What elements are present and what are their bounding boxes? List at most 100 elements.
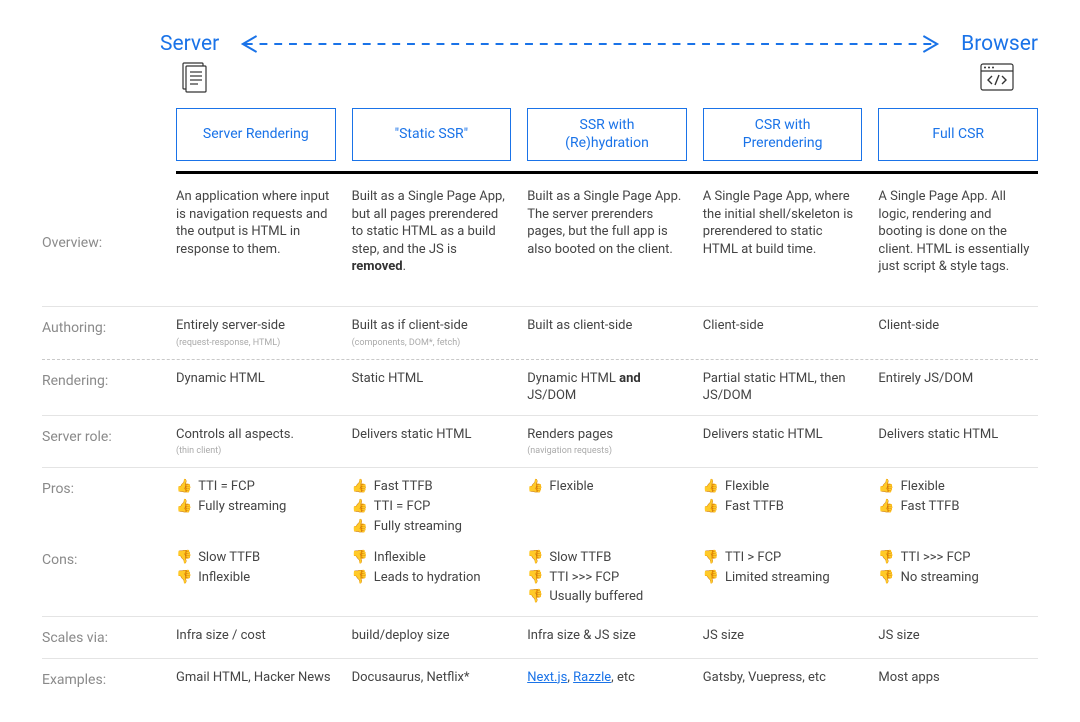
rendering-cell: Partial static HTML, then JS/DOM [703, 370, 863, 405]
list-item-text: No streaming [901, 569, 1034, 587]
list-item-text: Leads to hydration [374, 569, 507, 587]
rendering-cell: Static HTML [352, 370, 512, 405]
list-item: 👎Slow TTFB [527, 549, 683, 567]
thick-divider [176, 171, 1038, 174]
list-item: 👍 Flexible [527, 478, 683, 496]
pros-cell: 👍Fast TTFB 👍 TTI = FCP 👍Fully streaming [352, 478, 512, 535]
list-item: 👎 TTI >>> FCP [527, 569, 683, 587]
cell-main: Renders pages [527, 427, 613, 442]
list-item-text: TTI >>> FCP [901, 549, 1034, 567]
serverrole-cell: Controls all aspects. (thin client) [176, 426, 336, 458]
list-item: 👎 Leads to hydration [352, 569, 508, 587]
rendering-cell: Entirely JS/DOM [878, 370, 1038, 405]
serverrole-cell: Delivers static HTML [878, 426, 1038, 458]
list-item-text: TTI = FCP [198, 478, 331, 496]
row-label-authoring: Authoring: [42, 317, 160, 349]
row-label-rendering: Rendering: [42, 370, 160, 405]
cons-cell: 👎 Slow TTFB 👎 Inflexible [176, 549, 336, 606]
list-item: 👎 No streaming [878, 569, 1034, 587]
list-item-text: Fast TTFB [901, 498, 1034, 516]
pros-cell: 👍Flexible👍Fast TTFB [878, 478, 1038, 535]
list-item-text: TTI >>> FCP [549, 569, 682, 587]
list-item-text: Slow TTFB [198, 549, 331, 567]
examples-cell: Gatsby, Vuepress, etc [703, 669, 863, 690]
row-divider [42, 616, 1038, 617]
serverrole-cell: Delivers static HTML [352, 426, 512, 458]
document-icon [180, 62, 208, 98]
thumbs-up-icon: 👍 [176, 498, 192, 516]
thumbs-up-icon: 👍 [352, 498, 368, 516]
scales-cell: JS size [703, 627, 863, 648]
list-item-text: Flexible [549, 478, 682, 496]
thumbs-up-icon: 👍 [527, 478, 543, 496]
cell-main: Built as client-side [527, 318, 632, 333]
scales-cell: JS size [878, 627, 1038, 648]
server-label: Server [160, 32, 219, 56]
thumbs-down-icon: 👎 [703, 569, 719, 587]
list-item: 👎 Slow TTFB [176, 549, 332, 567]
example-link[interactable]: Next.js [527, 670, 567, 685]
thumbs-down-icon: 👎 [176, 549, 192, 567]
list-item: 👍Flexible [703, 478, 859, 496]
cell-main: Controls all aspects. [176, 427, 294, 442]
code-window-icon [980, 62, 1014, 98]
cons-cell: 👎TTI > FCP👎Limited streaming [703, 549, 863, 606]
cons-cell: 👎 TTI >>> FCP 👎 No streaming [878, 549, 1038, 606]
row-label-overview: Overview: [42, 232, 160, 253]
overview-cell: A Single Page App, where the initial she… [703, 188, 863, 296]
cons-cell: 👎 Inflexible 👎 Leads to hydration [352, 549, 512, 606]
pros-cell: 👍 Flexible [527, 478, 687, 535]
serverrole-cell: Delivers static HTML [703, 426, 863, 458]
thumbs-down-icon: 👎 [527, 588, 543, 606]
thumbs-down-icon: 👎 [352, 569, 368, 587]
list-item: 👍Fast TTFB [352, 478, 508, 496]
thumbs-up-icon: 👍 [703, 498, 719, 516]
column-title: Full CSR [932, 126, 984, 144]
list-item-text: Inflexible [198, 569, 331, 587]
overview-cell: Built as a Single Page App. The server p… [527, 188, 687, 296]
column-header: Full CSR [878, 108, 1038, 161]
column-title: SSR with (Re)hydration [565, 117, 649, 152]
list-item-text: Usually buffered [549, 588, 682, 606]
list-item: 👎TTI > FCP [703, 549, 859, 567]
row-pad [42, 535, 1038, 549]
examples-cell: Next.js, Razzle, etc [527, 669, 687, 690]
pros-cell: 👍Flexible👍Fast TTFB [703, 478, 863, 535]
column-header: Server Rendering [176, 108, 336, 161]
endpoint-icons [42, 62, 1038, 98]
thumbs-up-icon: 👍 [176, 478, 192, 496]
list-item: 👎 TTI >>> FCP [878, 549, 1034, 567]
cell-sub: (request-response, HTML) [176, 337, 332, 349]
row-divider [42, 658, 1038, 659]
thumbs-up-icon: 👍 [878, 498, 894, 516]
thumbs-down-icon: 👎 [878, 569, 894, 587]
cell-sub: (navigation requests) [527, 445, 683, 457]
thumbs-down-icon: 👎 [176, 569, 192, 587]
examples-cell: Docusaurus, Netflix* [352, 669, 512, 690]
row-divider [42, 467, 1038, 468]
list-item: 👍Fully streaming [352, 518, 508, 536]
list-item: 👎Limited streaming [703, 569, 859, 587]
list-item-text: Fully streaming [198, 498, 331, 516]
list-item-text: Inflexible [374, 549, 507, 567]
rendering-cell: Dynamic HTML and JS/DOM [527, 370, 687, 405]
thumbs-down-icon: 👎 [527, 569, 543, 587]
column-header: CSR with Prerendering [703, 108, 863, 161]
cell-main: Client-side [703, 318, 764, 333]
row-label-examples: Examples: [42, 669, 160, 690]
list-item-text: TTI > FCP [725, 549, 858, 567]
cell-main: Built as if client-side [352, 318, 468, 333]
cons-cell: 👎Slow TTFB 👎 TTI >>> FCP 👎 Usually buffered [527, 549, 687, 606]
authoring-cell: Entirely server-side(request-response, H… [176, 317, 336, 349]
comparison-table: Server Rendering "Static SSR" SSR with (… [42, 108, 1038, 690]
cell-main: Client-side [878, 318, 939, 333]
pros-cell: 👍 TTI = FCP 👍 Fully streaming [176, 478, 336, 535]
authoring-cell: Built as if client-side(components, DOM*… [352, 317, 512, 349]
example-link[interactable]: Razzle [573, 670, 611, 685]
authoring-cell: Built as client-side [527, 317, 687, 349]
list-item-text: TTI = FCP [374, 498, 507, 516]
thumbs-down-icon: 👎 [878, 549, 894, 567]
scales-cell: Infra size / cost [176, 627, 336, 648]
row-divider [42, 306, 1038, 307]
cell-sub: (thin client) [176, 445, 332, 457]
